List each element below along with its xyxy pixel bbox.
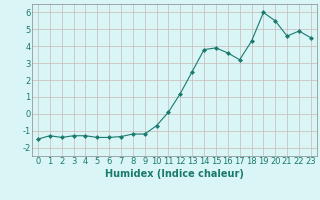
X-axis label: Humidex (Indice chaleur): Humidex (Indice chaleur) <box>105 169 244 179</box>
